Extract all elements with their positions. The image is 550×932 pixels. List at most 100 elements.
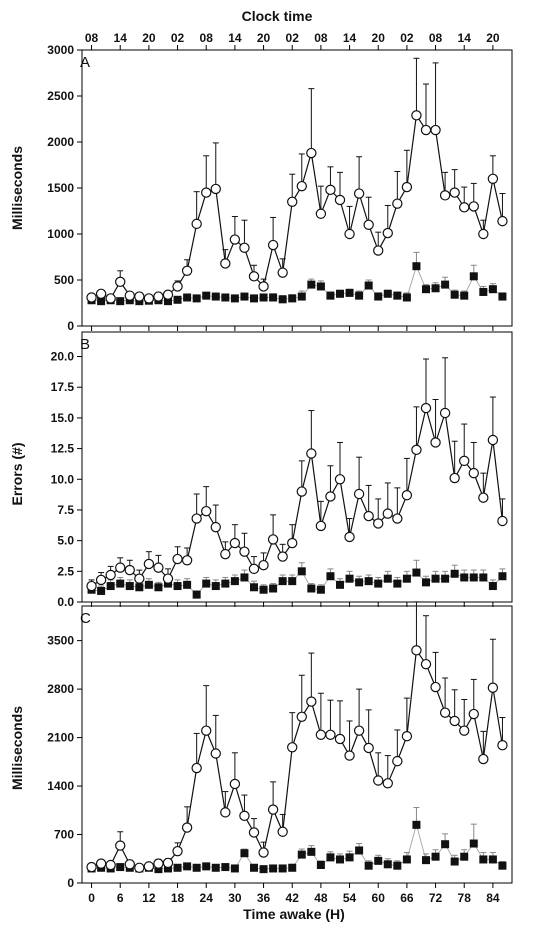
data-point bbox=[334, 474, 346, 485]
data-point bbox=[422, 285, 430, 294]
data-point bbox=[307, 584, 316, 593]
data-point bbox=[478, 228, 489, 240]
data-point bbox=[143, 293, 155, 304]
data-point bbox=[210, 748, 221, 759]
data-point bbox=[420, 402, 432, 414]
data-point bbox=[229, 537, 241, 549]
data-point bbox=[316, 282, 325, 291]
data-point bbox=[211, 863, 220, 872]
data-point bbox=[441, 840, 450, 849]
plot-frame bbox=[81, 605, 513, 884]
x-tick-label: 18 bbox=[171, 891, 185, 905]
data-point bbox=[135, 583, 144, 592]
data-point bbox=[449, 715, 460, 727]
y-tick-label: 0.0 bbox=[57, 595, 74, 609]
data-point bbox=[430, 437, 441, 448]
data-point bbox=[497, 739, 508, 751]
clock-time-axis: 08 14 20 02 08 14 20 02 08 14 20 02 08 14 20 bbox=[85, 31, 500, 45]
data-point bbox=[344, 531, 355, 543]
data-point bbox=[469, 272, 478, 281]
y-tick-label: 5.0 bbox=[57, 534, 74, 548]
data-point bbox=[479, 855, 488, 864]
data-point bbox=[288, 863, 297, 872]
data-point bbox=[239, 810, 250, 822]
data-point bbox=[306, 147, 317, 159]
data-point bbox=[422, 856, 430, 865]
data-point bbox=[497, 215, 508, 227]
data-point bbox=[431, 852, 440, 861]
panel-b-ylabel: Errors (#) bbox=[9, 442, 25, 505]
data-point bbox=[315, 729, 327, 741]
x-tick-label: 30 bbox=[228, 891, 242, 905]
data-point bbox=[459, 455, 470, 467]
data-point bbox=[374, 579, 383, 588]
data-point bbox=[230, 577, 239, 586]
data-point bbox=[191, 762, 202, 774]
data-point bbox=[325, 184, 336, 196]
data-point bbox=[277, 551, 288, 562]
data-point bbox=[460, 573, 469, 582]
series-line bbox=[91, 648, 503, 869]
data-point bbox=[221, 579, 230, 588]
x-tick-label: 42 bbox=[286, 891, 300, 905]
panel-a-letter: A bbox=[80, 54, 90, 71]
data-point bbox=[297, 567, 306, 576]
data-point bbox=[459, 202, 470, 213]
data-point bbox=[345, 288, 354, 297]
data-point bbox=[267, 804, 279, 815]
clock-tick-label: 14 bbox=[228, 31, 242, 45]
data-point bbox=[439, 190, 451, 201]
data-point bbox=[450, 290, 459, 299]
data-point bbox=[345, 853, 354, 862]
data-point bbox=[460, 291, 469, 300]
data-point bbox=[353, 725, 365, 736]
y-tick-label: 700 bbox=[54, 828, 74, 842]
data-point bbox=[468, 201, 479, 212]
data-point bbox=[164, 297, 172, 306]
data-point bbox=[326, 291, 335, 300]
clock-tick-label: 02 bbox=[400, 31, 414, 45]
data-point bbox=[278, 864, 287, 873]
y-tick-label: 2.5 bbox=[57, 564, 74, 578]
data-point bbox=[211, 292, 220, 301]
series-filled-squares bbox=[87, 807, 507, 874]
data-point bbox=[210, 521, 221, 533]
data-point bbox=[116, 863, 125, 872]
series-open-circles bbox=[86, 57, 508, 304]
data-point bbox=[450, 857, 459, 866]
data-point bbox=[220, 807, 231, 818]
data-point bbox=[363, 219, 374, 230]
data-point bbox=[105, 293, 116, 304]
clock-tick-label: 14 bbox=[343, 31, 357, 45]
data-point bbox=[325, 729, 336, 741]
y-tick-label: 7.5 bbox=[57, 503, 74, 517]
data-point bbox=[259, 293, 268, 302]
x-tick-label: 36 bbox=[257, 891, 271, 905]
data-point bbox=[307, 280, 316, 289]
clock-tick-label: 02 bbox=[171, 31, 185, 45]
y-tick-label: 3500 bbox=[47, 634, 74, 648]
data-point bbox=[334, 733, 346, 745]
data-point bbox=[488, 582, 497, 591]
y-tick-label: 2000 bbox=[47, 135, 74, 149]
data-point bbox=[124, 290, 135, 301]
data-point bbox=[154, 583, 163, 592]
data-point bbox=[460, 852, 469, 861]
data-point bbox=[402, 855, 411, 864]
data-point bbox=[191, 218, 202, 230]
data-point bbox=[115, 276, 126, 288]
data-point bbox=[383, 860, 392, 869]
data-point bbox=[316, 585, 325, 594]
data-point bbox=[115, 562, 126, 573]
data-point bbox=[124, 859, 135, 870]
data-point bbox=[164, 864, 172, 873]
x-tick-label: 12 bbox=[142, 891, 156, 905]
data-point bbox=[468, 708, 479, 720]
data-point bbox=[373, 775, 384, 786]
data-point bbox=[430, 124, 441, 136]
data-point bbox=[183, 580, 192, 589]
data-point bbox=[334, 194, 346, 206]
y-tick-label: 3000 bbox=[47, 43, 74, 57]
data-point bbox=[316, 860, 325, 869]
